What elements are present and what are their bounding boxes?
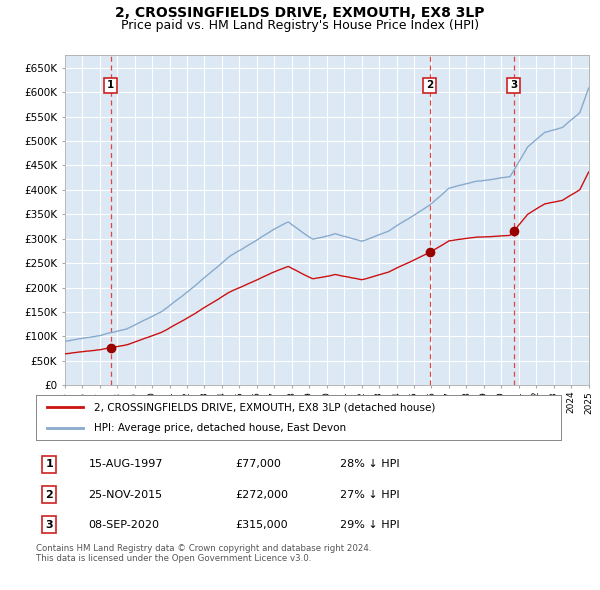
- Text: 28% ↓ HPI: 28% ↓ HPI: [341, 460, 400, 469]
- Text: 2, CROSSINGFIELDS DRIVE, EXMOUTH, EX8 3LP: 2, CROSSINGFIELDS DRIVE, EXMOUTH, EX8 3L…: [115, 6, 485, 20]
- Text: Contains HM Land Registry data © Crown copyright and database right 2024.
This d: Contains HM Land Registry data © Crown c…: [36, 544, 371, 563]
- Text: 08-SEP-2020: 08-SEP-2020: [89, 520, 160, 530]
- Text: 27% ↓ HPI: 27% ↓ HPI: [341, 490, 400, 500]
- Text: 15-AUG-1997: 15-AUG-1997: [89, 460, 163, 469]
- Text: 1: 1: [107, 80, 114, 90]
- Text: 25-NOV-2015: 25-NOV-2015: [89, 490, 163, 500]
- Text: £315,000: £315,000: [235, 520, 288, 530]
- Text: 1: 1: [45, 460, 53, 469]
- Text: Price paid vs. HM Land Registry's House Price Index (HPI): Price paid vs. HM Land Registry's House …: [121, 19, 479, 32]
- Text: 2: 2: [45, 490, 53, 500]
- Text: £77,000: £77,000: [235, 460, 281, 469]
- Text: 2: 2: [426, 80, 433, 90]
- Text: 29% ↓ HPI: 29% ↓ HPI: [341, 520, 400, 530]
- Text: 3: 3: [46, 520, 53, 530]
- Text: 3: 3: [510, 80, 517, 90]
- Text: HPI: Average price, detached house, East Devon: HPI: Average price, detached house, East…: [94, 422, 346, 432]
- Text: £272,000: £272,000: [235, 490, 289, 500]
- Text: 2, CROSSINGFIELDS DRIVE, EXMOUTH, EX8 3LP (detached house): 2, CROSSINGFIELDS DRIVE, EXMOUTH, EX8 3L…: [94, 402, 435, 412]
